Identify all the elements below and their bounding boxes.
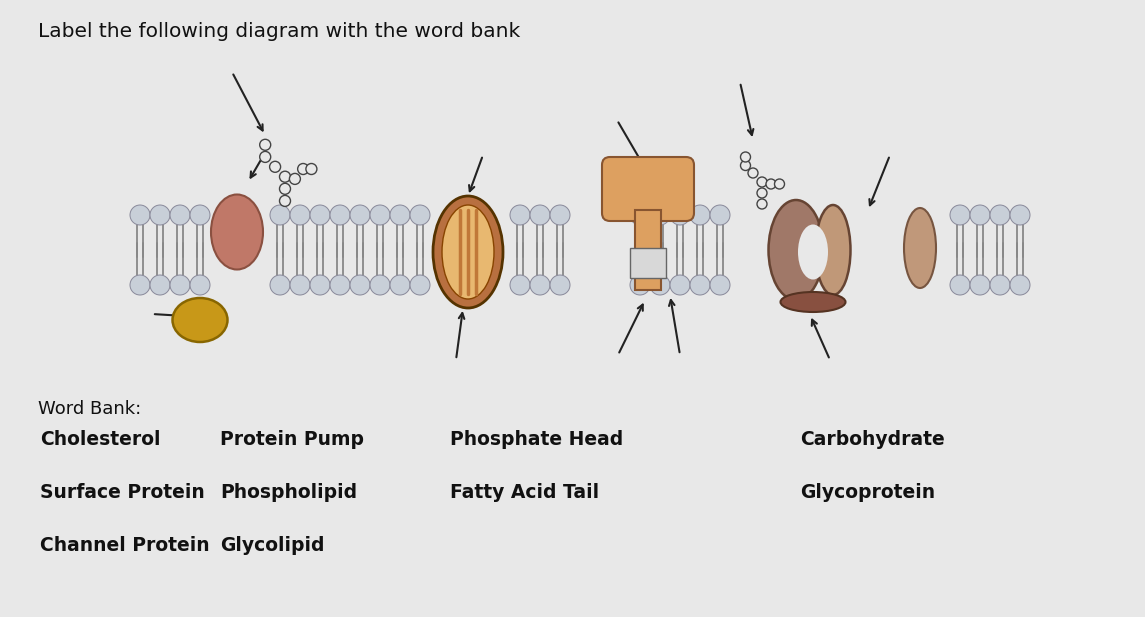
Circle shape (269, 161, 281, 172)
Circle shape (710, 275, 731, 295)
Circle shape (748, 168, 758, 178)
Text: Phospholipid: Phospholipid (220, 483, 357, 502)
Circle shape (350, 205, 370, 225)
Text: Carbohydrate: Carbohydrate (800, 430, 945, 449)
Ellipse shape (815, 205, 851, 295)
Circle shape (330, 205, 350, 225)
Text: Protein Pump: Protein Pump (220, 430, 364, 449)
Circle shape (279, 171, 291, 182)
Circle shape (260, 151, 270, 162)
Circle shape (310, 205, 330, 225)
Circle shape (290, 275, 310, 295)
Bar (635, 210, 661, 290)
Circle shape (550, 275, 570, 295)
Circle shape (690, 275, 710, 295)
Ellipse shape (442, 205, 493, 299)
Circle shape (390, 275, 410, 295)
Ellipse shape (798, 225, 828, 280)
Circle shape (306, 164, 317, 175)
Circle shape (370, 205, 390, 225)
Circle shape (757, 199, 767, 209)
Circle shape (630, 205, 650, 225)
FancyBboxPatch shape (602, 157, 694, 221)
Ellipse shape (905, 208, 935, 288)
Circle shape (550, 205, 570, 225)
Ellipse shape (433, 196, 503, 308)
Circle shape (310, 275, 330, 295)
Circle shape (150, 205, 169, 225)
Ellipse shape (768, 200, 823, 300)
Circle shape (270, 275, 290, 295)
Circle shape (279, 196, 291, 207)
Circle shape (757, 177, 767, 187)
Circle shape (650, 205, 670, 225)
Circle shape (990, 205, 1010, 225)
Circle shape (279, 183, 291, 194)
Circle shape (950, 205, 970, 225)
Text: Fatty Acid Tail: Fatty Acid Tail (450, 483, 599, 502)
Circle shape (530, 205, 550, 225)
Circle shape (766, 179, 776, 189)
Circle shape (1010, 275, 1030, 295)
Circle shape (670, 275, 690, 295)
Circle shape (510, 205, 530, 225)
Circle shape (131, 275, 150, 295)
Circle shape (410, 205, 431, 225)
Circle shape (670, 205, 690, 225)
Circle shape (131, 205, 150, 225)
Circle shape (741, 160, 750, 170)
Circle shape (169, 275, 190, 295)
Bar (630, 248, 666, 278)
Circle shape (330, 275, 350, 295)
Text: Channel Protein: Channel Protein (40, 536, 210, 555)
Text: Label the following diagram with the word bank: Label the following diagram with the wor… (38, 22, 520, 41)
Circle shape (350, 275, 370, 295)
Text: Surface Protein: Surface Protein (40, 483, 205, 502)
Circle shape (290, 205, 310, 225)
Ellipse shape (211, 194, 263, 270)
Circle shape (970, 275, 990, 295)
Circle shape (741, 152, 750, 162)
Circle shape (710, 205, 731, 225)
Text: Glycoprotein: Glycoprotein (800, 483, 935, 502)
Circle shape (370, 275, 390, 295)
Circle shape (650, 275, 670, 295)
Circle shape (690, 205, 710, 225)
Circle shape (510, 275, 530, 295)
Circle shape (1010, 205, 1030, 225)
Circle shape (630, 275, 650, 295)
Circle shape (990, 275, 1010, 295)
Ellipse shape (781, 292, 845, 312)
Text: Cholesterol: Cholesterol (40, 430, 160, 449)
Circle shape (970, 205, 990, 225)
Circle shape (774, 179, 784, 189)
Ellipse shape (173, 298, 228, 342)
Text: Word Bank:: Word Bank: (38, 400, 141, 418)
Circle shape (390, 205, 410, 225)
Text: Phosphate Head: Phosphate Head (450, 430, 623, 449)
Circle shape (530, 275, 550, 295)
Circle shape (950, 275, 970, 295)
Circle shape (757, 188, 767, 198)
Circle shape (169, 205, 190, 225)
Circle shape (410, 275, 431, 295)
Circle shape (190, 275, 210, 295)
Circle shape (270, 205, 290, 225)
Circle shape (190, 205, 210, 225)
Circle shape (260, 139, 270, 151)
Circle shape (290, 173, 300, 184)
Circle shape (298, 164, 309, 175)
Text: Glycolipid: Glycolipid (220, 536, 324, 555)
Circle shape (150, 275, 169, 295)
